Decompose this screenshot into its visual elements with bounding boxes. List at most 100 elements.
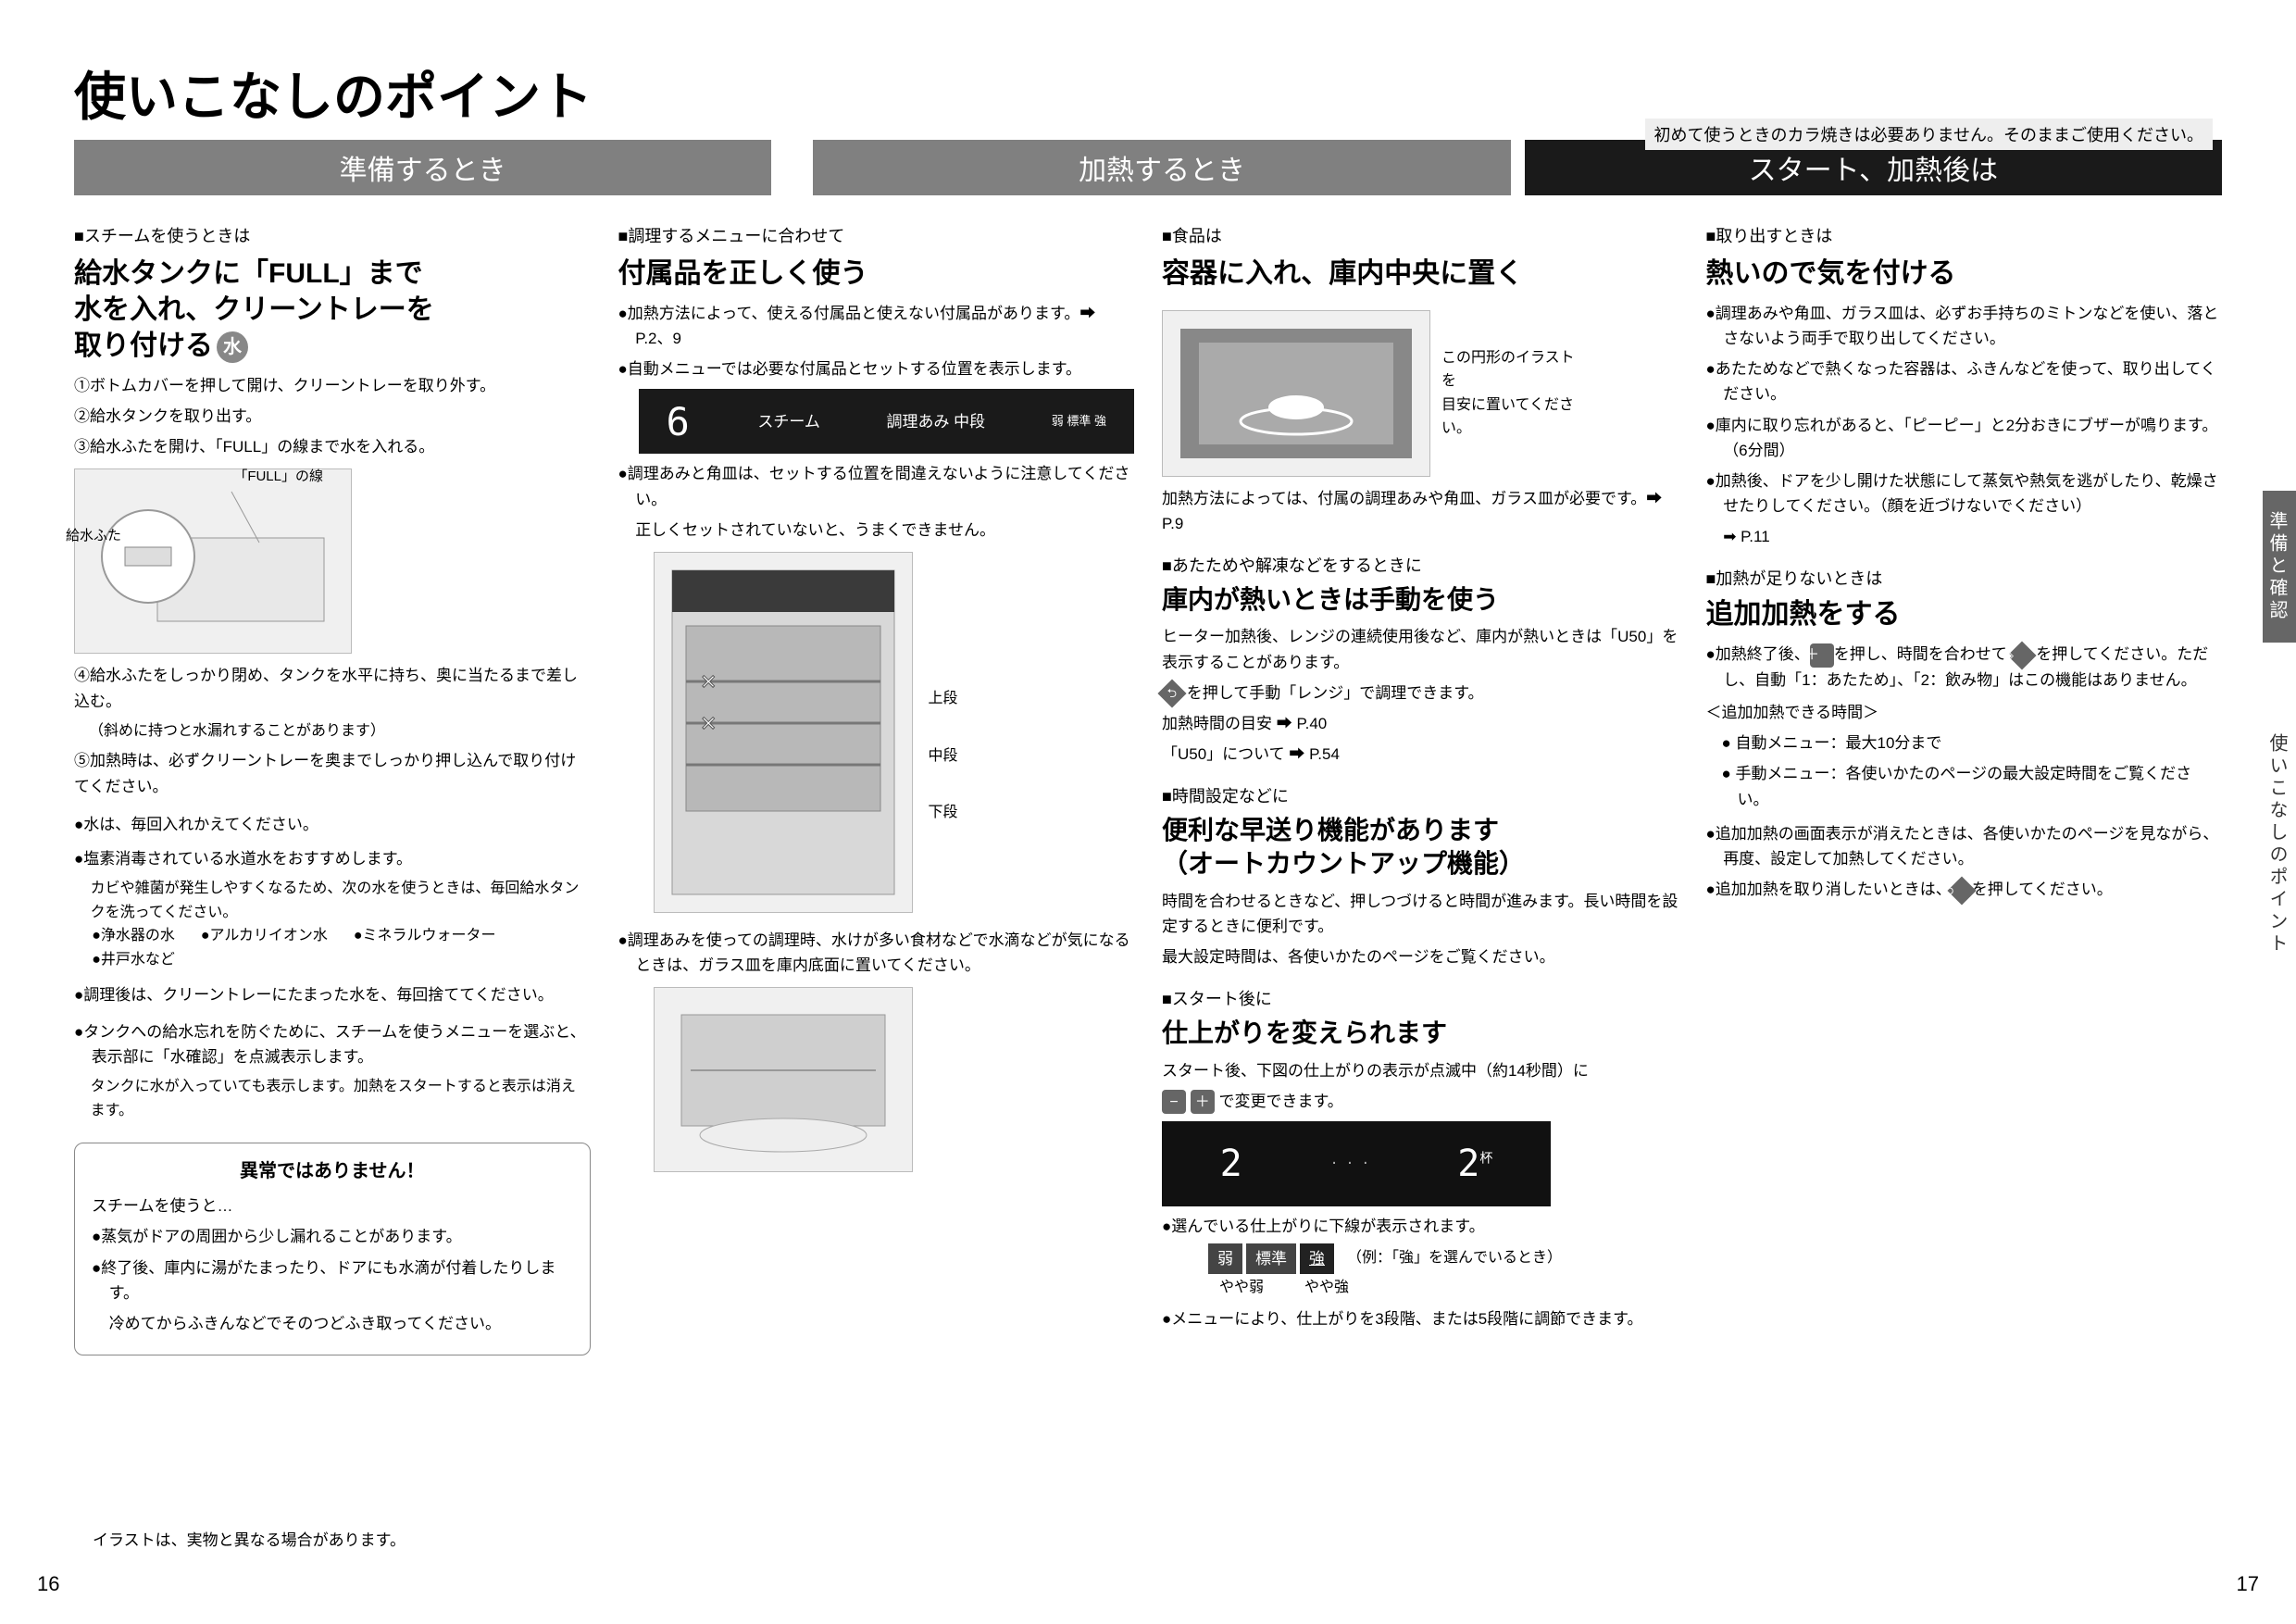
tab-prep: 準備するとき bbox=[74, 140, 771, 195]
bullet: ●加熱方法によって、使える付属品と使えない付属品があります。➡ P.2、9 bbox=[618, 301, 1135, 351]
bullet: ●追加加熱の画面表示が消えたときは、各使いかたのページを見ながら、再度、設定して… bbox=[1706, 821, 2223, 871]
rack-label: 下段 bbox=[928, 801, 957, 825]
svg-text:✕: ✕ bbox=[700, 670, 717, 693]
step-note: （斜めに持つと水漏れすることがあります） bbox=[74, 719, 591, 743]
step: ④給水ふたをしっかり閉め、タンクを水平に持ち、奥に当たるまで差し込む。 bbox=[74, 663, 591, 713]
bullet: ●選んでいる仕上がりに下線が表示されます。 bbox=[1162, 1214, 1678, 1239]
step: ①ボトムカバーを押して開け、クリーントレーを取り外す。 bbox=[74, 373, 591, 398]
notice-item: 冷めてからふきんなどでそのつどふき取ってください。 bbox=[92, 1311, 573, 1336]
water-type: ●アルカリイオン水 bbox=[201, 924, 328, 948]
col-after: ■取り出すときは 熱いので気を付ける ●調理あみや角皿、ガラス皿は、必ずお手持ち… bbox=[1706, 223, 2223, 1355]
bullet: ●メニューにより、仕上がりを3段階、または5段階に調節できます。 bbox=[1162, 1306, 1678, 1331]
sec-heading: 庫内が熱いときは手動を使う bbox=[1162, 583, 1678, 617]
finish-level-selected: 強 bbox=[1300, 1243, 1334, 1274]
notice-title: 異常ではありません！ bbox=[92, 1156, 573, 1186]
water-type: ●井戸水など bbox=[92, 948, 175, 972]
footnote: イラストは、実物と異なる場合があります。 bbox=[93, 1527, 406, 1550]
water-icon: 水 bbox=[217, 331, 248, 363]
sub-heading: ＜追加加熱できる時間＞ bbox=[1706, 700, 2223, 725]
tab-heat: 加熱するとき bbox=[813, 140, 1510, 195]
finish-level: 弱 bbox=[1208, 1243, 1242, 1274]
ref: ➡ P.11 bbox=[1706, 524, 2223, 549]
body-text: 「U50」について ➡ P.54 bbox=[1162, 742, 1678, 767]
sec-heading: 熱いので気を付ける bbox=[1706, 256, 2223, 292]
body-text: ヒーター加熱後、レンジの連続使用後など、庫内が熱いときは「U50」を表示すること… bbox=[1162, 624, 1678, 674]
side-tab-section: 準備と確認 bbox=[2263, 491, 2296, 643]
sec-heading: 追加加熱をする bbox=[1706, 596, 2223, 632]
col-preparation-2: ■調理するメニューに合わせて 付属品を正しく使う ●加熱方法によって、使える付属… bbox=[618, 223, 1135, 1355]
back-button-icon: ⮌ bbox=[1157, 680, 1186, 708]
col-preparation-1: ■スチームを使うときは 給水タンクに「FULL」まで 水を入れ、クリーントレーを… bbox=[74, 223, 591, 1355]
list-item: ● 手動メニュー：各使いかたのページの最大設定時間をご覧ください。 bbox=[1706, 761, 2223, 811]
sec-heading: 仕上がりを変えられます bbox=[1162, 1017, 1678, 1050]
sec-heading: 給水タンクに「FULL」まで 水を入れ、クリーントレーを 取り付ける水 bbox=[74, 256, 591, 364]
water-tank-illustration: 「FULL」の線 給水ふた bbox=[74, 468, 352, 654]
col-heating: ■食品は 容器に入れ、庫内中央に置く この円形のイラストを 目安に置いてください… bbox=[1162, 223, 1678, 1355]
page-number-left: 16 bbox=[37, 1572, 59, 1596]
finish-level: 標準 bbox=[1246, 1243, 1296, 1274]
bullet-detail: 正しくセットされていないと、うまくできません。 bbox=[618, 518, 1135, 543]
bullet: ●調理あみや角皿、ガラス皿は、必ずお手持ちのミトンなどを使い、落とさないよう両手… bbox=[1706, 301, 2223, 351]
finish-display-illustration: 2 · · · 2杯 bbox=[1162, 1121, 1551, 1206]
oven-display-illustration: 6 スチーム 調理あみ 中段 弱 標準 強 bbox=[639, 389, 1135, 454]
step: ③給水ふたを開け、「FULL」の線まで水を入れる。 bbox=[74, 434, 591, 459]
chamber-center-illustration bbox=[1162, 310, 1430, 477]
bullet: ●調理あみを使っての調理時、水けが多い食材などで水滴などが気になるときは、ガラス… bbox=[618, 928, 1135, 978]
sec-label: ■あたためや解凍などをするときに bbox=[1162, 553, 1678, 580]
sec-label: ■調理するメニューに合わせて bbox=[618, 223, 1135, 250]
step: ⑤加熱時は、必ずクリーントレーを奥までしっかり押し込んで取り付けてください。 bbox=[74, 748, 591, 798]
bullet: ●塩素消毒されている水道水をおすすめします。 bbox=[74, 846, 591, 871]
bullet: ●調理後は、クリーントレーにたまった水を、毎回捨ててください。 bbox=[74, 982, 591, 1007]
rack-label: 中段 bbox=[928, 744, 957, 768]
sec-heading: 容器に入れ、庫内中央に置く bbox=[1162, 256, 1678, 292]
bullet: ●追加加熱を取り消したいときは、⮌を押してください。 bbox=[1706, 877, 2223, 902]
list-item: ● 自動メニュー：最大10分まで bbox=[1706, 731, 2223, 756]
finish-sublabel: やや弱 bbox=[1219, 1276, 1264, 1300]
finish-level-strip: 弱 標準 強 （例：「強」を選んでいるとき） bbox=[1208, 1243, 1678, 1274]
body-text: 加熱時間の目安 ➡ P.40 bbox=[1162, 711, 1678, 736]
water-type: ●ミネラルウォーター bbox=[354, 924, 496, 948]
illust-note: 目安に置いてください。 bbox=[1441, 394, 1580, 441]
sec-label: ■スタート後に bbox=[1162, 986, 1678, 1013]
notice-box: 異常ではありません！ スチームを使うと… ●蒸気がドアの周囲から少し漏れることが… bbox=[74, 1143, 591, 1355]
body-text: 加熱方法によっては、付属の調理あみや角皿、ガラス皿が必要です。➡ P.9 bbox=[1162, 486, 1678, 536]
notice-item: ●終了後、庫内に湯がたまったり、ドアにも水滴が付着したりします。 bbox=[92, 1255, 573, 1305]
notice-lead: スチームを使うと… bbox=[92, 1193, 573, 1218]
step: ②給水タンクを取り出す。 bbox=[74, 404, 591, 429]
page-number-right: 17 bbox=[2237, 1572, 2259, 1596]
plus-button-icon: ＋ bbox=[1810, 643, 1834, 668]
bullet-detail: タンクに水が入っていても表示します。加熱をスタートすると表示は消えます。 bbox=[74, 1075, 591, 1122]
plus-button-icon: ＋ bbox=[1191, 1090, 1215, 1114]
oven-interior-illustration: ✕ ✕ 上段 中段 下段 bbox=[654, 552, 913, 913]
bullet: ●あたためなどで熱くなった容器は、ふきんなどを使って、取り出してください。 bbox=[1706, 356, 2223, 406]
start-button-icon: ◈ bbox=[2007, 641, 2036, 669]
sec-label: ■食品は bbox=[1162, 223, 1678, 250]
finish-example: （例：「強」を選んでいるとき） bbox=[1347, 1246, 1562, 1270]
minus-button-icon: − bbox=[1162, 1090, 1186, 1114]
body-text: 時間を合わせるときなど、押しつづけると時間が進みます。長い時間を設定するときに便… bbox=[1162, 889, 1678, 939]
body-text: ⮌ を押して手動「レンジ」で調理できます。 bbox=[1162, 681, 1678, 706]
sec-heading: 便利な早送り機能があります （オートカウントアップ機能） bbox=[1162, 814, 1678, 881]
bullet: ●調理あみと角皿は、セットする位置を間違えないように注意してください。 bbox=[618, 461, 1135, 511]
notice-item: ●蒸気がドアの周囲から少し漏れることがあります。 bbox=[92, 1224, 573, 1249]
side-tab-page: 使いこなしのポイント bbox=[2263, 713, 2296, 976]
finish-sublabel: やや強 bbox=[1304, 1276, 1349, 1300]
svg-text:✕: ✕ bbox=[700, 712, 717, 735]
sec-label: ■取り出すときは bbox=[1706, 223, 2223, 250]
bullet: ●加熱終了後、＋を押し、時間を合わせて ◈ を押してください。ただし、自動「1：… bbox=[1706, 642, 2223, 693]
sec-label: ■スチームを使うときは bbox=[74, 223, 591, 250]
illust-note: この円形のイラストを bbox=[1441, 346, 1580, 394]
bullet: ●庫内に取り忘れがあると、「ピーピー」と2分おきにブザーが鳴ります。（6分間） bbox=[1706, 413, 2223, 463]
body-text: − ＋ で変更できます。 bbox=[1162, 1089, 1678, 1115]
body-text: スタート後、下図の仕上がりの表示が点滅中（約14秒間）に bbox=[1162, 1058, 1678, 1083]
bullet: ●自動メニューでは必要な付属品とセットする位置を表示します。 bbox=[618, 356, 1135, 381]
body-text: 最大設定時間は、各使いかたのページをご覧ください。 bbox=[1162, 944, 1678, 969]
bullet: ●加熱後、ドアを少し開けた状態にして蒸気や熱気を逃がしたり、乾燥させたりしてくだ… bbox=[1706, 468, 2223, 518]
sec-label: ■加熱が足りないときは bbox=[1706, 566, 2223, 593]
title-note: 初めて使うときのカラ焼きは必要ありません。そのままご使用ください。 bbox=[1645, 119, 2213, 150]
bullet-detail: カビや雑菌が発生しやすくなるため、次の水を使うときは、毎回給水タンクを洗ってくだ… bbox=[74, 877, 591, 924]
sec-heading: 付属品を正しく使う bbox=[618, 256, 1135, 292]
glass-tray-illustration bbox=[654, 987, 913, 1172]
sec-label: ■時間設定などに bbox=[1162, 783, 1678, 810]
bullet: ●タンクへの給水忘れを防ぐために、スチームを使うメニューを選ぶと、表示部に「水確… bbox=[74, 1019, 591, 1069]
